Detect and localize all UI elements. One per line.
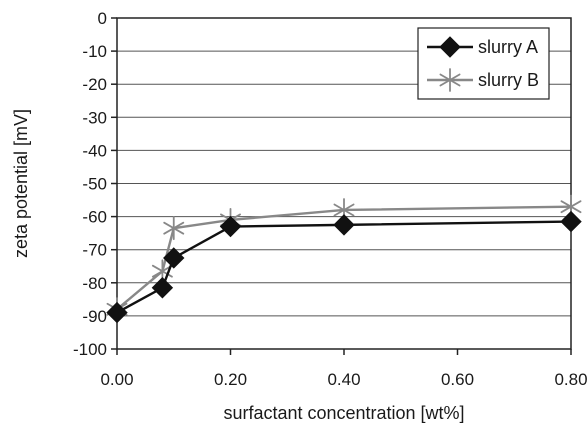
y-tick-label: -20 xyxy=(82,75,107,94)
legend-label: slurry B xyxy=(478,70,539,90)
x-tick-label: 0.20 xyxy=(214,370,247,389)
y-axis-title: zeta potential [mV] xyxy=(11,109,31,258)
y-axis-ticks: 0 -10 -20 -30 -40 -50 -60 -70 -80 -90 -100 xyxy=(73,9,117,359)
legend: slurry A slurry B xyxy=(417,27,550,100)
y-tick-label: -30 xyxy=(82,108,107,127)
y-tick-label: 0 xyxy=(98,9,107,28)
y-tick-label: -60 xyxy=(82,208,107,227)
y-tick-label: -10 xyxy=(82,42,107,61)
series-line xyxy=(116,220,572,314)
x-tick-label: 0.60 xyxy=(441,370,474,389)
data-point-diamond xyxy=(560,210,582,233)
series-layer xyxy=(106,194,582,324)
x-tick-label: 0.00 xyxy=(100,370,133,389)
x-axis-title: surfactant concentration [wt%] xyxy=(223,403,464,423)
y-tick-label: -50 xyxy=(82,175,107,194)
legend-label: slurry A xyxy=(478,37,538,57)
legend-entry: slurry A xyxy=(427,36,538,58)
legend-entry: slurry B xyxy=(427,68,539,92)
legend-marker-asterisk xyxy=(439,68,461,92)
data-point-diamond xyxy=(219,215,242,238)
legend-items: slurry A slurry B xyxy=(427,36,539,92)
data-point-asterisk xyxy=(163,216,185,241)
x-tick-label: 0.80 xyxy=(554,370,587,389)
y-tick-label: -80 xyxy=(82,274,107,293)
series-slurry-a xyxy=(106,210,582,324)
data-point-diamond xyxy=(333,214,355,236)
legend-marker-diamond xyxy=(439,36,461,58)
x-axis-ticks: 0.00 0.20 0.40 0.60 0.80 xyxy=(100,349,587,389)
y-tick-label: -70 xyxy=(82,241,107,260)
data-point-diamond xyxy=(151,277,174,299)
y-tick-label: -90 xyxy=(82,307,107,326)
data-point-diamond xyxy=(163,247,185,269)
y-tick-label: -100 xyxy=(73,340,107,359)
series-line xyxy=(116,205,572,311)
x-tick-label: 0.40 xyxy=(327,370,360,389)
legend-box xyxy=(417,27,550,100)
y-tick-label: -40 xyxy=(82,141,107,160)
data-point-diamond xyxy=(106,301,128,324)
